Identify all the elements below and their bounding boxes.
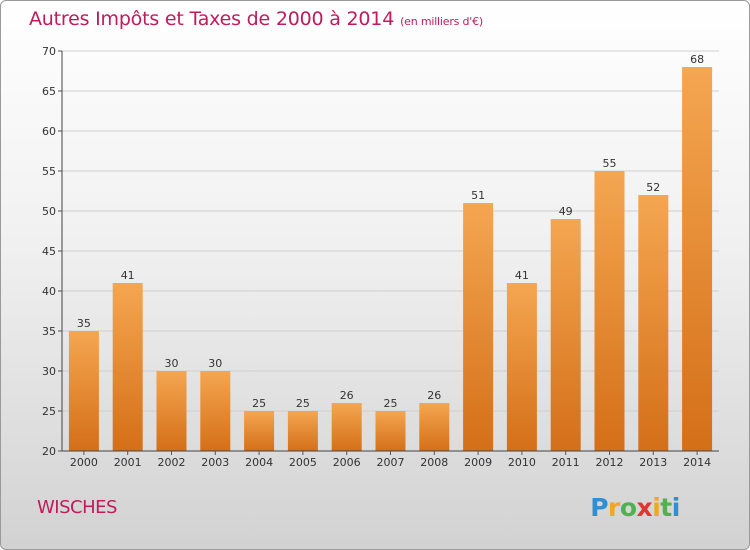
bars: 35 41 30 30 25 25 26 25 26 51 41 49 55 52 68 [68,53,713,451]
y-tick-label: 50 [42,205,56,218]
bar-2001 [112,283,143,451]
bar-2012 [594,171,625,451]
x-tick-label: 2013 [639,456,667,469]
bar-2013 [638,195,669,451]
bar-value-label: 25 [296,397,310,410]
x-tick-label: 2014 [683,456,711,469]
bar-value-label: 49 [559,205,573,218]
x-tick-label: 2005 [289,456,317,469]
bar-value-label: 68 [690,53,704,66]
bar-value-label: 26 [427,389,441,402]
x-tick-label: 2010 [508,456,536,469]
y-tick-label: 35 [42,325,56,338]
bar-value-label: 51 [471,189,485,202]
bar-2006 [331,403,362,451]
bar-2011 [550,219,581,451]
bar-2000 [68,331,99,451]
y-axis-ticks: 20 25 30 35 40 45 50 55 60 65 70 [42,45,62,458]
bar-value-label: 35 [77,317,91,330]
bar-2008 [419,403,450,451]
y-tick-label: 70 [42,45,56,58]
x-tick-label: 2000 [70,456,98,469]
commune-name: WISCHES [37,497,117,518]
bar-value-label: 41 [121,269,135,282]
bar-value-label: 25 [384,397,398,410]
bar-2005 [287,411,318,451]
y-tick-label: 40 [42,285,56,298]
y-tick-label: 20 [42,445,56,458]
x-axis-ticks: 2000 2001 2002 2003 2004 2005 2006 2007 2008 2009… [70,451,711,469]
x-tick-label: 2012 [596,456,624,469]
y-tick-label: 45 [42,245,56,258]
x-tick-label: 2002 [158,456,186,469]
bar-2010 [506,283,537,451]
bar-2009 [463,203,494,451]
x-tick-label: 2007 [377,456,405,469]
x-tick-label: 2009 [464,456,492,469]
x-tick-label: 2008 [420,456,448,469]
bar-2003 [200,371,231,451]
y-tick-label: 25 [42,405,56,418]
x-tick-label: 2004 [245,456,273,469]
y-tick-label: 30 [42,365,56,378]
x-tick-label: 2003 [201,456,229,469]
y-tick-label: 60 [42,125,56,138]
bar-2002 [156,371,187,451]
bar-value-label: 41 [515,269,529,282]
bar-2007 [375,411,406,451]
bar-2004 [244,411,275,451]
x-tick-label: 2011 [552,456,580,469]
bar-value-label: 26 [340,389,354,402]
y-tick-label: 55 [42,165,56,178]
x-tick-label: 2006 [333,456,361,469]
bar-value-label: 52 [646,181,660,194]
bar-value-label: 30 [165,357,179,370]
bar-value-label: 30 [208,357,222,370]
x-tick-label: 2001 [114,456,142,469]
y-tick-label: 65 [42,85,56,98]
chart-title: Autres Impôts et Taxes de 2000 à 2014 (en… [29,8,483,30]
bar-value-label: 25 [252,397,266,410]
bar-2014 [682,67,713,451]
bar-value-label: 55 [603,157,617,170]
chart-title-text: Autres Impôts et Taxes de 2000 à 2014 [29,8,395,30]
proxiti-logo[interactable]: Proxiti [579,491,691,523]
svg-text:Proxiti: Proxiti [590,493,680,522]
chart-subtitle: (en milliers d'€) [400,15,483,28]
